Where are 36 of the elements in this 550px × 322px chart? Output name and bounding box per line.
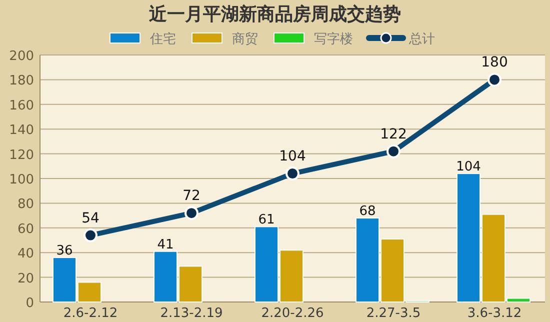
chart-title: 近一月平湖新商品房周成交趋势 bbox=[148, 4, 401, 25]
data-label: 122 bbox=[380, 126, 407, 142]
data-label: 61 bbox=[258, 212, 275, 228]
y-tick-label: 40 bbox=[17, 246, 34, 262]
y-tick-label: 100 bbox=[9, 172, 34, 188]
y-tick-label: 20 bbox=[17, 271, 34, 286]
legend-label: 商贸 bbox=[232, 32, 258, 47]
legend-label: 住宅 bbox=[149, 31, 176, 47]
x-tick-label: 2.20-2.26 bbox=[261, 306, 324, 321]
point bbox=[184, 206, 198, 220]
y-tick-label: 180 bbox=[9, 74, 34, 89]
data-label: 54 bbox=[82, 210, 100, 226]
point bbox=[84, 228, 98, 242]
legend-label: 写字楼 bbox=[314, 31, 353, 47]
y-tick-label: 80 bbox=[17, 197, 34, 212]
y-tick-label: 160 bbox=[9, 98, 34, 114]
y-tick-label: 200 bbox=[9, 49, 34, 64]
data-label: 72 bbox=[182, 188, 200, 204]
y-tick-label: 60 bbox=[17, 222, 34, 237]
y-tick-label: 120 bbox=[9, 148, 34, 163]
point bbox=[386, 144, 400, 158]
x-tick-label: 2.27-3.5 bbox=[366, 306, 421, 321]
legend-label: 总计 bbox=[408, 32, 435, 47]
data-label: 36 bbox=[56, 244, 73, 259]
y-tick-label: 0 bbox=[26, 296, 34, 311]
data-label: 68 bbox=[359, 204, 376, 220]
data-label: 180 bbox=[481, 54, 508, 71]
x-tick-label: 3.6-3.12 bbox=[467, 306, 522, 321]
data-label: 104 bbox=[279, 148, 306, 165]
data-label: 104 bbox=[456, 160, 481, 175]
x-tick-label: 2.13-2.19 bbox=[160, 306, 223, 321]
point bbox=[488, 72, 502, 87]
x-tick-label: 2.6-2.12 bbox=[63, 306, 118, 321]
point bbox=[286, 166, 300, 181]
y-tick-label: 140 bbox=[9, 123, 34, 138]
data-label: 41 bbox=[157, 237, 174, 252]
